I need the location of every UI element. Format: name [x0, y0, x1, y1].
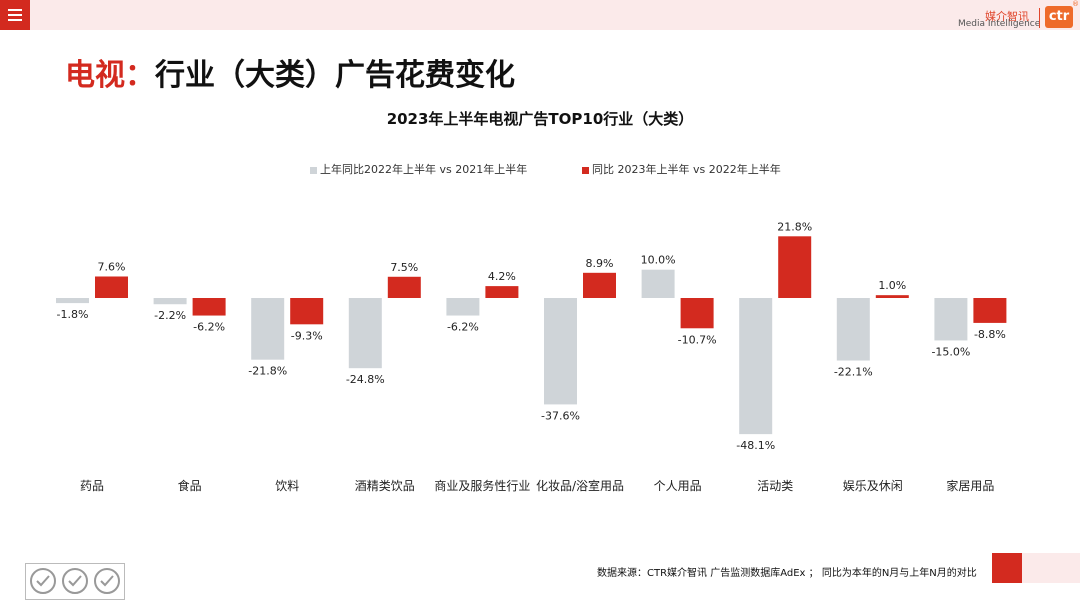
footer-band — [1022, 553, 1080, 583]
category-label: 商业及服务性行业 — [434, 478, 530, 493]
bar-gray — [739, 298, 773, 435]
bar-red — [680, 298, 714, 329]
legend-swatch-gray — [310, 166, 317, 174]
bar-gray — [836, 298, 870, 361]
footer-source-note: 数据来源：CTR媒介智讯 广告监测数据库AdEx ； 同比为本年的N月与上年N月… — [597, 568, 977, 579]
bar-gray — [153, 298, 187, 305]
data-label: 21.8% — [777, 220, 812, 233]
legend-label-gray: 上年同比2022年上半年 vs 2021年上半年 — [320, 163, 528, 176]
data-label: -48.1% — [736, 439, 775, 452]
data-label: 4.2% — [488, 270, 516, 283]
data-label: -15.0% — [931, 345, 970, 358]
sgs-badge-icon — [94, 568, 120, 594]
certification-badges — [25, 563, 125, 600]
data-label: -21.8% — [248, 365, 287, 378]
ctr-logo: ctr — [1045, 6, 1073, 28]
bar-red — [485, 286, 519, 298]
data-label: -24.8% — [346, 373, 385, 386]
bar-red — [95, 276, 128, 298]
data-label: -6.2% — [193, 321, 225, 334]
data-label: -22.1% — [834, 366, 873, 379]
logo-divider — [1039, 8, 1040, 28]
sgs-badge-icon — [62, 568, 88, 594]
data-label: 7.5% — [390, 261, 418, 274]
bar-gray — [544, 298, 577, 405]
legend-item-red: 同比 2023年上半年 vs 2022年上半年 — [582, 161, 781, 177]
bar-red — [875, 295, 909, 298]
category-label: 饮料 — [275, 479, 299, 493]
data-label: 7.6% — [98, 260, 126, 273]
category-label: 个人用品 — [654, 479, 702, 493]
category-label: 娱乐及休闲 — [843, 479, 903, 493]
category-label: 活动类 — [757, 479, 793, 493]
bar-red — [290, 298, 324, 325]
sgs-badge-icon — [30, 568, 56, 594]
category-label: 化妆品/浴室用品 — [536, 478, 624, 493]
data-label: -6.2% — [447, 321, 479, 334]
data-label: 1.0% — [878, 279, 906, 292]
page-title: 电视：行业（大类）广告花费变化 — [65, 50, 515, 94]
bar-gray — [934, 298, 968, 341]
category-label: 食品 — [178, 478, 202, 493]
data-label: 8.9% — [586, 257, 614, 270]
bar-red — [973, 298, 1007, 323]
data-label: -8.8% — [974, 328, 1006, 341]
legend-label-red: 同比 2023年上半年 vs 2022年上半年 — [592, 163, 781, 176]
bar-red — [778, 236, 812, 298]
bar-chart: -1.8% 7.6% 药品 -2.2% -6.2% 食品 -21.8% -9.3% 饮料 -24.… — [56, 220, 1007, 493]
page-title-highlight: 电视： — [65, 58, 155, 93]
logo-cn-text: 媒介智讯 — [985, 10, 1029, 23]
bar-gray — [251, 298, 285, 360]
data-label: -2.2% — [154, 309, 186, 322]
registered-mark-icon: ® — [1072, 0, 1079, 8]
data-label: -10.7% — [678, 333, 717, 346]
data-label: -1.8% — [57, 308, 89, 321]
bar-gray — [56, 298, 89, 304]
bar-red — [192, 298, 226, 316]
legend-item-gray: 上年同比2022年上半年 vs 2021年上半年 — [310, 161, 527, 177]
legend-swatch-red — [582, 166, 589, 174]
category-label: 酒精类饮品 — [355, 479, 415, 493]
bar-gray — [348, 298, 382, 369]
data-label: -9.3% — [291, 329, 323, 342]
bar-red — [387, 276, 421, 298]
chart-title: 2023年上半年电视广告TOP10行业（大类） — [386, 110, 694, 128]
logo-en-text: Media Intelligence — [958, 19, 1041, 29]
top-band — [30, 0, 1080, 30]
page-title-main: 行业（大类）广告花费变化 — [155, 58, 515, 93]
category-label: 药品 — [80, 479, 104, 493]
bar-red — [583, 272, 616, 298]
category-label: 家居用品 — [946, 478, 994, 493]
data-label: -37.6% — [541, 409, 580, 422]
bar-gray — [446, 298, 480, 316]
menu-button[interactable] — [0, 0, 30, 30]
data-label: 10.0% — [641, 254, 676, 267]
bar-gray — [641, 269, 675, 298]
footer-accent-block — [992, 553, 1022, 583]
